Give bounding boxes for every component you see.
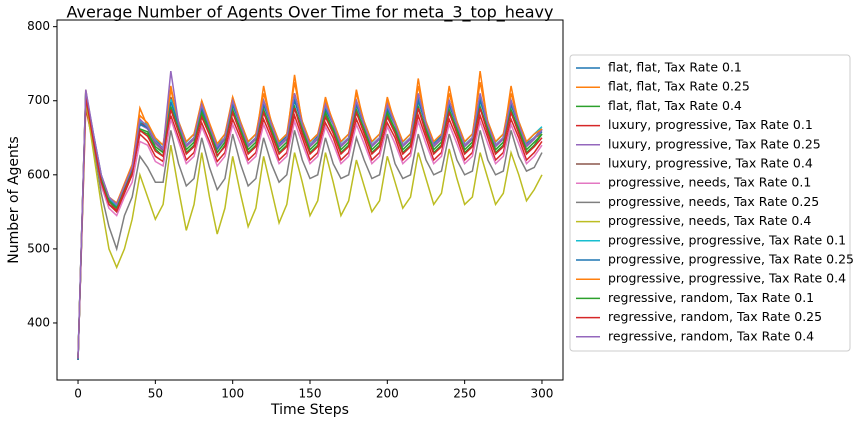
y-axis-label: Number of Agents xyxy=(6,136,22,263)
legend-label: regressive, random, Tax Rate 0.4 xyxy=(608,328,814,343)
series-line xyxy=(77,93,543,359)
legend-label: progressive, progressive, Tax Rate 0.25 xyxy=(608,252,854,267)
series-line xyxy=(77,100,543,359)
legend-label: luxury, progressive, Tax Rate 0.1 xyxy=(608,117,813,132)
legend-label: flat, flat, Tax Rate 0.1 xyxy=(608,60,742,75)
legend-label: progressive, needs, Tax Rate 0.4 xyxy=(608,213,811,228)
legend-label: progressive, progressive, Tax Rate 0.1 xyxy=(608,232,846,247)
y-tick-label: 400 xyxy=(27,315,50,329)
legend-label: flat, flat, Tax Rate 0.4 xyxy=(608,98,742,113)
series-line xyxy=(77,96,543,359)
series-line xyxy=(77,82,543,359)
series-line xyxy=(77,107,543,359)
x-tick-label: 250 xyxy=(453,387,476,401)
legend-label: progressive, needs, Tax Rate 0.25 xyxy=(608,194,819,209)
legend-label: regressive, random, Tax Rate 0.1 xyxy=(608,290,814,305)
series-line xyxy=(77,96,543,359)
series-line xyxy=(77,100,543,359)
plot-frame xyxy=(56,19,564,381)
x-tick-label: 200 xyxy=(376,387,399,401)
legend-label: flat, flat, Tax Rate 0.25 xyxy=(608,79,750,94)
x-tick-label: 50 xyxy=(148,387,163,401)
y-tick-label: 600 xyxy=(27,167,50,181)
legend-label: regressive, random, Tax Rate 0.25 xyxy=(608,309,822,324)
series-line xyxy=(77,70,543,359)
legend-label: luxury, progressive, Tax Rate 0.4 xyxy=(608,156,813,171)
x-tick-label: 150 xyxy=(299,387,322,401)
legend-label: progressive, needs, Tax Rate 0.1 xyxy=(608,175,811,190)
y-tick-label: 800 xyxy=(27,19,50,33)
x-axis-label: Time Steps xyxy=(270,402,349,418)
x-tick-label: 100 xyxy=(221,387,244,401)
y-tick-label: 500 xyxy=(27,241,50,255)
series-line xyxy=(77,96,543,359)
legend-label: luxury, progressive, Tax Rate 0.25 xyxy=(608,136,821,151)
legend-box xyxy=(569,54,851,352)
chart-title: Average Number of Agents Over Time for m… xyxy=(67,3,554,23)
y-tick-label: 700 xyxy=(27,93,50,107)
legend-label: progressive, progressive, Tax Rate 0.4 xyxy=(608,271,846,286)
x-tick-label: 0 xyxy=(74,387,82,401)
x-tick-label: 300 xyxy=(531,387,554,401)
